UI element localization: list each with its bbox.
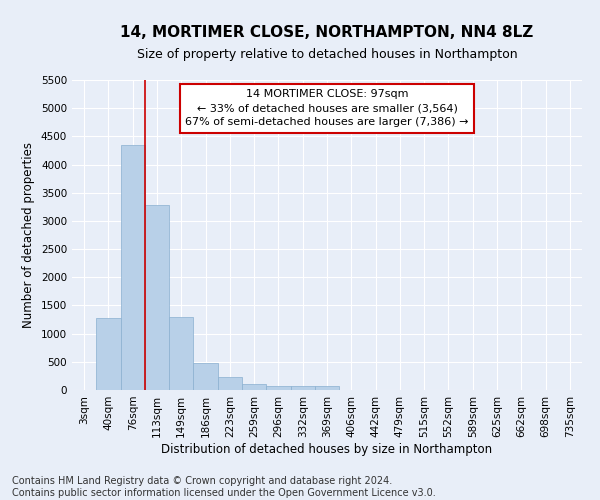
Bar xyxy=(315,386,339,390)
Bar xyxy=(242,384,266,390)
Bar xyxy=(266,386,290,390)
X-axis label: Distribution of detached houses by size in Northampton: Distribution of detached houses by size … xyxy=(161,442,493,456)
Text: Size of property relative to detached houses in Northampton: Size of property relative to detached ho… xyxy=(137,48,517,62)
Text: 14, MORTIMER CLOSE, NORTHAMPTON, NN4 8LZ: 14, MORTIMER CLOSE, NORTHAMPTON, NN4 8LZ xyxy=(121,24,533,40)
Bar xyxy=(121,145,145,390)
Bar xyxy=(169,318,193,390)
Bar xyxy=(193,363,218,390)
Text: Contains HM Land Registry data © Crown copyright and database right 2024.
Contai: Contains HM Land Registry data © Crown c… xyxy=(12,476,436,498)
Bar xyxy=(218,377,242,390)
Bar xyxy=(96,318,121,390)
Bar xyxy=(145,205,169,390)
Text: 14 MORTIMER CLOSE: 97sqm
← 33% of detached houses are smaller (3,564)
67% of sem: 14 MORTIMER CLOSE: 97sqm ← 33% of detach… xyxy=(185,90,469,128)
Bar xyxy=(290,386,315,390)
Y-axis label: Number of detached properties: Number of detached properties xyxy=(22,142,35,328)
